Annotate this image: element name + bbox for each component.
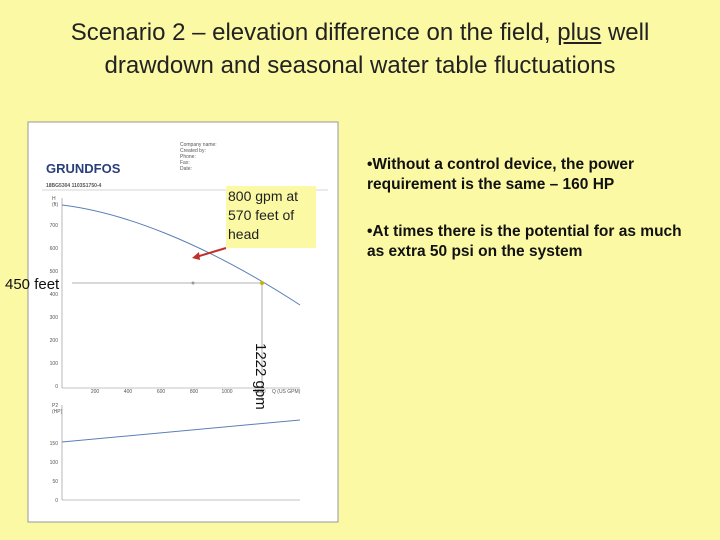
slide-title: Scenario 2 – elevation difference on the…	[30, 16, 690, 82]
flow-unit: Q (US GPM)	[272, 389, 301, 395]
info-line: Phone:	[180, 154, 196, 160]
flow-tick: 1000	[221, 389, 232, 395]
title-underlined: plus	[557, 19, 602, 46]
head-tick: 100	[50, 361, 59, 367]
flow-tick: 600	[157, 389, 166, 395]
pump-sheet	[27, 121, 339, 523]
flow-tick: 200	[91, 389, 100, 395]
arrow	[195, 247, 227, 258]
bullet: •At times there is the potential for as …	[367, 223, 682, 260]
power-tick: 100	[50, 460, 59, 466]
logo: GRUNDFOS	[46, 161, 121, 176]
head-tick: 600	[50, 246, 59, 252]
power-tick: 50	[52, 479, 58, 485]
head-tick: 300	[50, 315, 59, 321]
level-label: 450 feet	[5, 276, 60, 293]
head-tick: 700	[50, 223, 59, 229]
power-axis-label: P2 (HP)	[52, 403, 63, 415]
callout: 800 gpm at 570 feet of head	[228, 188, 299, 242]
info-line: Created by:	[180, 148, 206, 154]
point	[191, 281, 195, 285]
model: 18BG5304 1103S1750-4	[46, 183, 102, 189]
flow-tick: 800	[190, 389, 199, 395]
power-tick: 150	[50, 441, 59, 447]
arrowhead	[192, 252, 200, 260]
head-axis-label: H (ft)	[52, 196, 58, 208]
power-tick: 0	[55, 498, 58, 504]
bullet: •Without a control device, the power req…	[367, 156, 635, 193]
callout-box	[226, 186, 316, 248]
title-text: well drawdown and seasonal water table f…	[104, 19, 650, 79]
head-tick: 400	[50, 292, 59, 298]
info-line: Date:	[180, 166, 192, 172]
point	[260, 281, 264, 285]
info-line: Company name:	[180, 142, 217, 148]
info-line: Fax:	[180, 160, 190, 166]
flow-label: 1222 gpm	[252, 343, 269, 410]
flow-tick: 400	[124, 389, 133, 395]
head-tick: 0	[55, 384, 58, 390]
title-text: Scenario 2 – elevation difference on the…	[70, 19, 558, 46]
flow-tick: 1200	[254, 389, 265, 395]
callout-wrap: 800 gpm at 570 feet of head	[228, 188, 299, 242]
power-curve	[61, 419, 301, 443]
head-tick: 200	[50, 338, 59, 344]
head-tick: 500	[50, 269, 59, 275]
